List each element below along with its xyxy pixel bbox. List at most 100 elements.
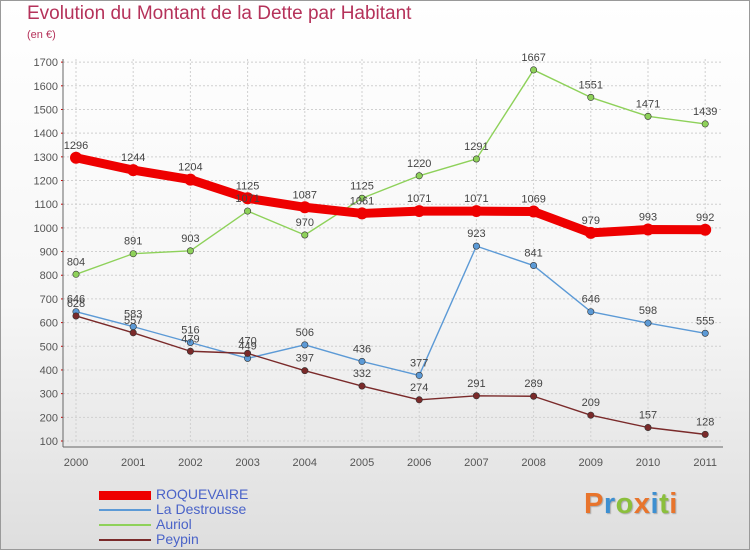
data-label: 903 (181, 233, 199, 245)
data-label: 1204 (178, 162, 202, 174)
x-tick-label: 2009 (579, 457, 603, 469)
data-label: 646 (582, 294, 600, 306)
data-label: 506 (296, 327, 314, 339)
legend-label: ROQUEVAIRE (156, 486, 249, 502)
logo-letter: x (633, 488, 651, 520)
y-tick-label: 1400 (34, 128, 58, 140)
data-point (701, 329, 709, 337)
y-tick-label: 600 (40, 318, 58, 330)
data-point (470, 205, 483, 218)
data-label: 628 (67, 298, 85, 310)
legend-label: Peypin (156, 531, 199, 547)
legend-swatch (99, 490, 151, 500)
data-point (415, 371, 423, 379)
data-label: 1439 (693, 106, 717, 118)
y-tick-label: 900 (40, 247, 58, 259)
data-label: 436 (353, 343, 371, 355)
logo-letter: P (584, 488, 604, 520)
data-label: 377 (410, 357, 428, 369)
logo-letter: i (650, 488, 660, 520)
data-point (301, 367, 309, 375)
data-point (184, 173, 197, 186)
data-point (644, 112, 652, 120)
data-point (241, 192, 254, 205)
data-label: 1551 (579, 79, 603, 91)
data-label: 804 (67, 256, 85, 268)
data-point (72, 270, 80, 278)
data-label: 1667 (521, 52, 545, 64)
data-label: 1125 (236, 180, 260, 192)
legend-swatch (99, 509, 151, 511)
logo-letter: o (615, 488, 634, 520)
data-label: 891 (124, 236, 142, 248)
data-label: 479 (181, 333, 199, 345)
data-label: 1071 (407, 193, 431, 205)
data-point (186, 347, 194, 355)
legend-swatch (99, 539, 151, 541)
data-point (72, 312, 80, 320)
data-point (472, 242, 480, 250)
data-point (127, 164, 140, 177)
data-point (415, 396, 423, 404)
x-tick-label: 2004 (293, 457, 317, 469)
series-line (71, 153, 710, 238)
data-point (186, 247, 194, 255)
data-point (530, 262, 538, 270)
x-tick-label: 2003 (235, 457, 259, 469)
data-point (530, 392, 538, 400)
data-point (472, 392, 480, 400)
data-point (244, 349, 252, 357)
data-point (587, 93, 595, 101)
legend-item-auriol: Auriol (99, 516, 419, 532)
series-line (75, 69, 706, 275)
data-point (699, 223, 712, 236)
data-point (129, 250, 137, 258)
y-tick-label: 1500 (34, 104, 58, 116)
legend-item-roquevaire: ROQUEVAIRE (99, 486, 419, 502)
data-label: 1087 (293, 189, 317, 201)
data-point (415, 172, 423, 180)
data-point (644, 424, 652, 432)
y-tick-label: 200 (40, 412, 58, 424)
data-label: 128 (696, 416, 714, 428)
data-label: 923 (467, 228, 485, 240)
data-label: 470 (238, 335, 256, 347)
data-label: 1244 (121, 152, 145, 164)
data-point (413, 205, 426, 218)
data-point (701, 430, 709, 438)
x-tick-label: 2006 (407, 457, 431, 469)
data-label: 209 (582, 397, 600, 409)
data-label: 841 (524, 248, 542, 260)
data-label: 397 (296, 353, 314, 365)
data-point (358, 194, 366, 202)
data-point (587, 411, 595, 419)
data-label: 291 (467, 378, 485, 390)
x-tick-label: 2008 (521, 457, 545, 469)
proxiti-logo: Proxiti (584, 488, 678, 521)
data-label: 1291 (464, 141, 488, 153)
data-label: 1125 (350, 180, 374, 192)
logo-letter: r (603, 488, 616, 520)
y-tick-label: 1000 (34, 223, 58, 235)
data-point (358, 382, 366, 390)
series-line (75, 315, 706, 436)
data-point (298, 201, 311, 214)
legend-label: Auriol (156, 516, 192, 532)
data-label: 979 (582, 215, 600, 227)
y-tick-label: 1200 (34, 176, 58, 188)
data-label: 274 (410, 382, 428, 394)
data-label: 1296 (64, 140, 88, 152)
data-point (129, 329, 137, 337)
data-point (358, 357, 366, 365)
y-tick-label: 700 (40, 294, 58, 306)
data-point (584, 226, 597, 239)
data-point (472, 155, 480, 163)
x-tick-label: 2007 (464, 457, 488, 469)
data-point (530, 66, 538, 74)
legend: ROQUEVAIRE La Destrousse Auriol Peypin (99, 486, 419, 547)
chart-title: Evolution du Montant de la Dette par Hab… (27, 3, 412, 24)
data-label: 583 (124, 309, 142, 321)
y-tick-label: 400 (40, 365, 58, 377)
data-label: 1061 (350, 195, 374, 207)
